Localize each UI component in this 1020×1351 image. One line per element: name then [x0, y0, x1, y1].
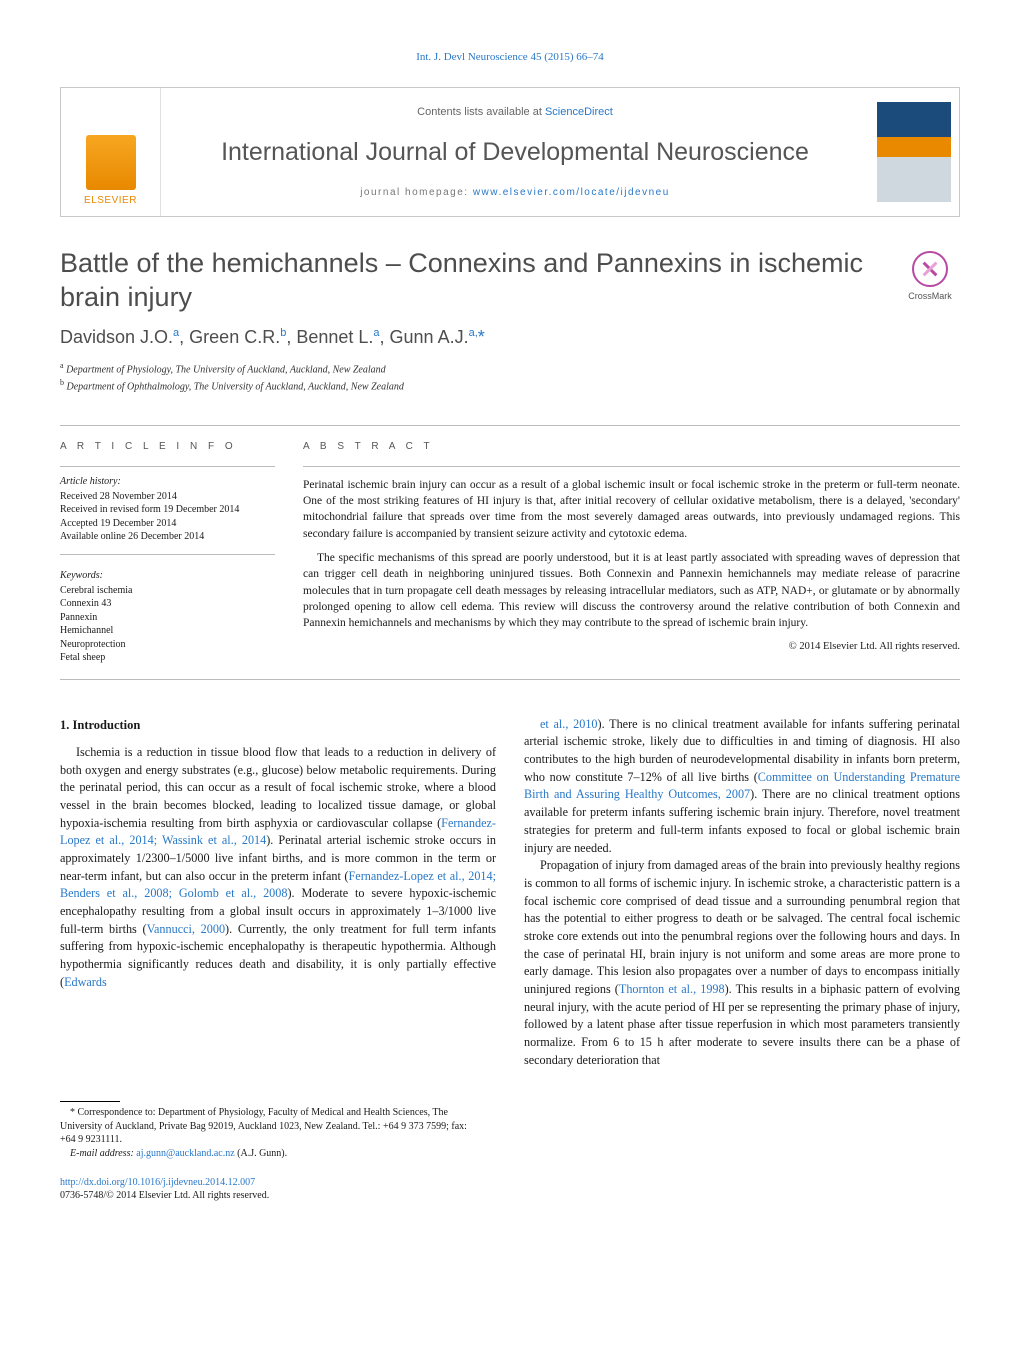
history-received: Received 28 November 2014: [60, 490, 275, 504]
crossmark-badge[interactable]: CrossMark: [900, 251, 960, 303]
body-paragraph: et al., 2010). There is no clinical trea…: [524, 716, 960, 858]
keyword: Neuroprotection: [60, 638, 275, 652]
history-accepted: Accepted 19 December 2014: [60, 517, 275, 531]
journal-header: ELSEVIER Contents lists available at Sci…: [60, 87, 960, 217]
footnote-rule: [60, 1101, 120, 1102]
body-paragraph: Propagation of injury from damaged areas…: [524, 857, 960, 1069]
abstract-label: a b s t r a c t: [303, 440, 960, 454]
affiliations: a Department of Physiology, The Universi…: [60, 360, 960, 395]
email-footnote: E-mail address: aj.gunn@auckland.ac.nz (…: [60, 1147, 483, 1161]
article-title: Battle of the hemichannels – Connexins a…: [60, 247, 880, 315]
journal-cover-thumb: [869, 88, 959, 216]
abstract-column: a b s t r a c t Perinatal ischemic brain…: [303, 440, 960, 665]
doi-link[interactable]: http://dx.doi.org/10.1016/j.ijdevneu.201…: [60, 1177, 255, 1188]
affiliation-a: a Department of Physiology, The Universi…: [60, 360, 960, 377]
article-info-column: a r t i c l e i n f o Article history: R…: [60, 440, 275, 665]
rule-abstract: [303, 466, 960, 467]
email-label: E-mail address:: [70, 1148, 136, 1159]
keyword: Connexin 43: [60, 597, 275, 611]
running-head-citation: Int. J. Devl Neuroscience 45 (2015) 66–7…: [60, 50, 960, 65]
header-center: Contents lists available at ScienceDirec…: [161, 88, 869, 216]
history-revised: Received in revised form 19 December 201…: [60, 503, 275, 517]
history-online: Available online 26 December 2014: [60, 530, 275, 544]
doi-block: http://dx.doi.org/10.1016/j.ijdevneu.201…: [60, 1176, 960, 1202]
correspondence-footnote: * Correspondence to: Department of Physi…: [60, 1106, 483, 1147]
author-list: Davidson J.O.a, Green C.R.b, Bennet L.a,…: [60, 325, 960, 350]
keywords-heading: Keywords:: [60, 569, 275, 583]
crossmark-icon: [912, 251, 948, 287]
body-paragraph: Ischemia is a reduction in tissue blood …: [60, 744, 496, 992]
homepage-link[interactable]: www.elsevier.com/locate/ijdevneu: [473, 187, 670, 198]
issn-copyright-line: 0736-5748/© 2014 Elsevier Ltd. All right…: [60, 1189, 960, 1202]
footnotes: * Correspondence to: Department of Physi…: [60, 1101, 483, 1160]
abstract-p2: The specific mechanisms of this spread a…: [303, 550, 960, 632]
affiliation-b: b Department of Ophthalmology, The Unive…: [60, 377, 960, 394]
crossmark-label: CrossMark: [908, 290, 952, 303]
rule-bottom: [60, 679, 960, 680]
abstract-copyright: © 2014 Elsevier Ltd. All rights reserved…: [303, 640, 960, 655]
rule-info: [60, 466, 275, 467]
body-two-column: 1. Introduction Ischemia is a reduction …: [60, 716, 960, 1070]
keyword: Hemichannel: [60, 624, 275, 638]
rule-top: [60, 425, 960, 426]
keyword: Fetal sheep: [60, 651, 275, 665]
email-author-name: (A.J. Gunn).: [235, 1148, 288, 1159]
journal-name: International Journal of Developmental N…: [221, 135, 809, 170]
abstract-p1: Perinatal ischemic brain injury can occu…: [303, 477, 960, 542]
homepage-prefix: journal homepage:: [360, 187, 473, 198]
section-heading-1: 1. Introduction: [60, 716, 496, 734]
keyword: Cerebral ischemia: [60, 584, 275, 598]
contents-prefix: Contents lists available at: [417, 106, 545, 118]
publisher-logo-block: ELSEVIER: [61, 88, 161, 216]
publisher-label: ELSEVIER: [84, 194, 137, 208]
elsevier-tree-icon: [86, 135, 136, 190]
rule-keywords: [60, 554, 275, 555]
keyword: Pannexin: [60, 611, 275, 625]
homepage-line: journal homepage: www.elsevier.com/locat…: [360, 186, 670, 200]
cover-image-icon: [877, 102, 951, 202]
corresponding-email-link[interactable]: aj.gunn@auckland.ac.nz: [136, 1148, 234, 1159]
contents-available-line: Contents lists available at ScienceDirec…: [417, 105, 613, 120]
sciencedirect-link[interactable]: ScienceDirect: [545, 106, 613, 118]
article-info-label: a r t i c l e i n f o: [60, 440, 275, 454]
history-heading: Article history:: [60, 475, 275, 489]
